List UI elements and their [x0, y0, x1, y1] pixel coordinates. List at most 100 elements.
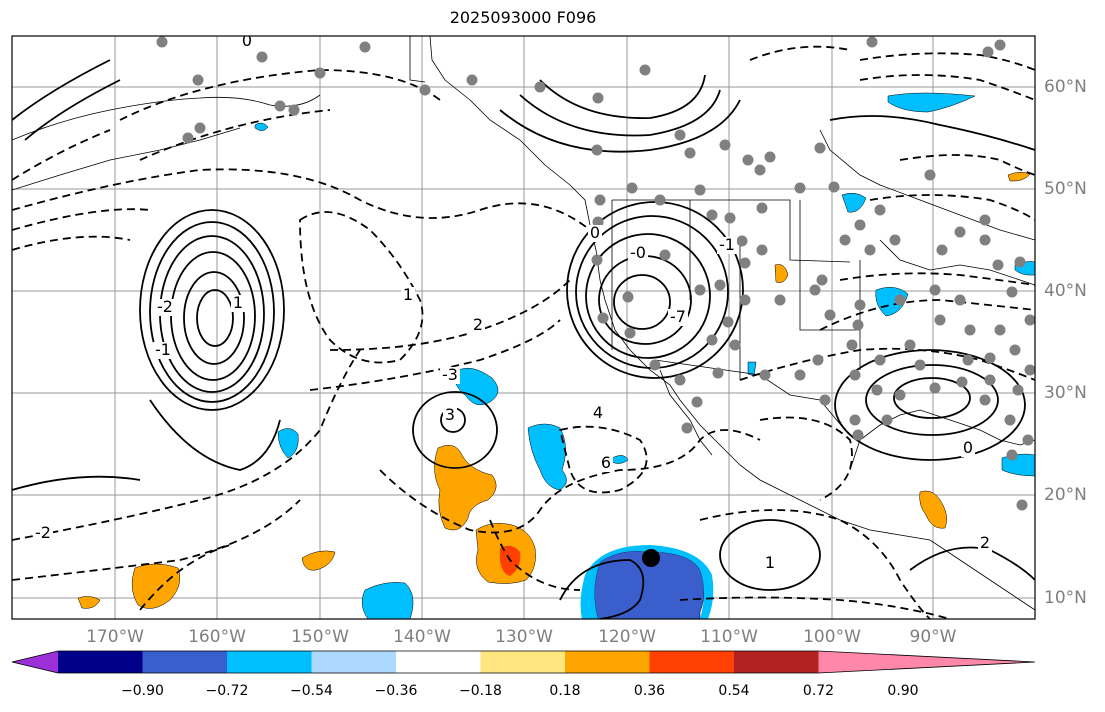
contour-label: 0: [590, 223, 600, 242]
station-dot: [816, 274, 828, 286]
station-dot: [979, 394, 991, 406]
station-dot: [756, 202, 768, 214]
station-dot: [654, 194, 666, 206]
station-dot: [994, 324, 1006, 336]
contour-label-background: [961, 440, 975, 457]
station-dot: [754, 164, 766, 176]
station-dot: [936, 244, 948, 256]
station-dot: [694, 284, 706, 296]
longitude-label: 90°W: [909, 627, 957, 647]
station-dot: [591, 144, 603, 156]
station-dot: [419, 84, 431, 96]
station-dot: [681, 422, 693, 434]
contour-label-background: [443, 407, 457, 424]
station-dot: [794, 369, 806, 381]
station-dot: [1006, 286, 1018, 298]
blue-edge-shading: [580, 545, 714, 619]
contour-label-background: [440, 367, 460, 384]
contour-label-background: [628, 245, 648, 262]
station-dot: [794, 182, 806, 194]
map-frame: [11, 35, 1036, 620]
station-dot: [894, 389, 906, 401]
station-dot: [828, 181, 840, 193]
station-dot: [706, 334, 718, 346]
contour-label-background: [240, 36, 254, 50]
longitude-label: 110°W: [700, 627, 758, 647]
station-dot: [706, 209, 718, 221]
longitude-label: 130°W: [495, 627, 553, 647]
station-dot: [712, 367, 724, 379]
station-dot: [1014, 256, 1026, 268]
station-dot: [824, 309, 836, 321]
station-dot: [924, 169, 936, 181]
station-dot: [649, 359, 661, 371]
station-dot: [314, 67, 326, 79]
blue-shading: [254, 92, 1035, 619]
colorbar-segment: [565, 651, 650, 673]
latitude-label: 10°N: [1044, 588, 1087, 608]
colorbar-extend-low: [12, 651, 58, 673]
station-dot: [742, 154, 754, 166]
contour-label-background: [978, 535, 992, 552]
colorbar-tick-label: 0.72: [802, 683, 835, 699]
colorbar-segment: [649, 651, 735, 673]
station-dot: [759, 369, 771, 381]
station-dot: [929, 284, 941, 296]
station-dot: [724, 212, 736, 224]
station-dot: [982, 46, 994, 58]
station-dot: [854, 299, 866, 311]
station-dot: [849, 369, 861, 381]
station-dot: [1024, 364, 1035, 376]
station-dot: [729, 339, 741, 351]
station-dot: [874, 204, 886, 216]
station-dot: [852, 429, 864, 441]
latitude-label: 20°N: [1044, 485, 1087, 505]
colorbar-segment: [58, 651, 143, 673]
station-dot: [739, 257, 751, 269]
station-dot: [288, 104, 300, 116]
colorbar-segment: [396, 651, 481, 673]
map-title: 2025093000 F096: [449, 8, 597, 27]
station-dot: [691, 396, 703, 408]
contour-label-background: [717, 237, 737, 254]
station-dot: [954, 294, 966, 306]
colorbar-tick-label: 0.90: [887, 683, 919, 699]
station-dot: [359, 41, 371, 53]
colorbar-segment: [734, 651, 819, 673]
station-dot: [1016, 499, 1028, 511]
station-dot: [962, 354, 974, 366]
station-dot: [846, 339, 858, 351]
contour-label: 6: [601, 453, 611, 472]
station-dot: [854, 219, 866, 231]
station-dot: [1006, 449, 1018, 461]
contour-label: -2: [157, 297, 173, 316]
station-dot: [1004, 414, 1016, 426]
station-dot: [809, 284, 821, 296]
station-dot: [684, 147, 696, 159]
station-dot: [639, 64, 651, 76]
colorbar-segment: [311, 651, 397, 673]
station-dot: [534, 81, 546, 93]
station-dot: [839, 234, 851, 246]
contour-label: 2: [980, 533, 990, 552]
contour-label-background: [155, 299, 175, 316]
colorbar-tick-label: 0.36: [633, 683, 666, 699]
station-dot: [881, 414, 893, 426]
contour-label: 4: [593, 403, 603, 422]
station-dot: [1022, 434, 1034, 446]
station-dot: [1009, 344, 1021, 356]
contour-label-background: [668, 309, 688, 326]
contour-label: 0: [242, 31, 252, 50]
station-dot: [156, 36, 168, 48]
contour-label: -2: [35, 523, 51, 542]
station-dot: [1012, 384, 1024, 396]
colorbar-tick-label: −0.36: [374, 683, 418, 699]
station-dot: [889, 234, 901, 246]
station-dot: [722, 316, 734, 328]
station-dot: [597, 312, 609, 324]
colorbar-outline: [11, 650, 1036, 674]
contour-label-background: [33, 525, 53, 542]
station-dot: [594, 194, 606, 206]
colorbar: [11, 650, 1036, 674]
colorbar-tick-label: −0.90: [121, 683, 164, 699]
